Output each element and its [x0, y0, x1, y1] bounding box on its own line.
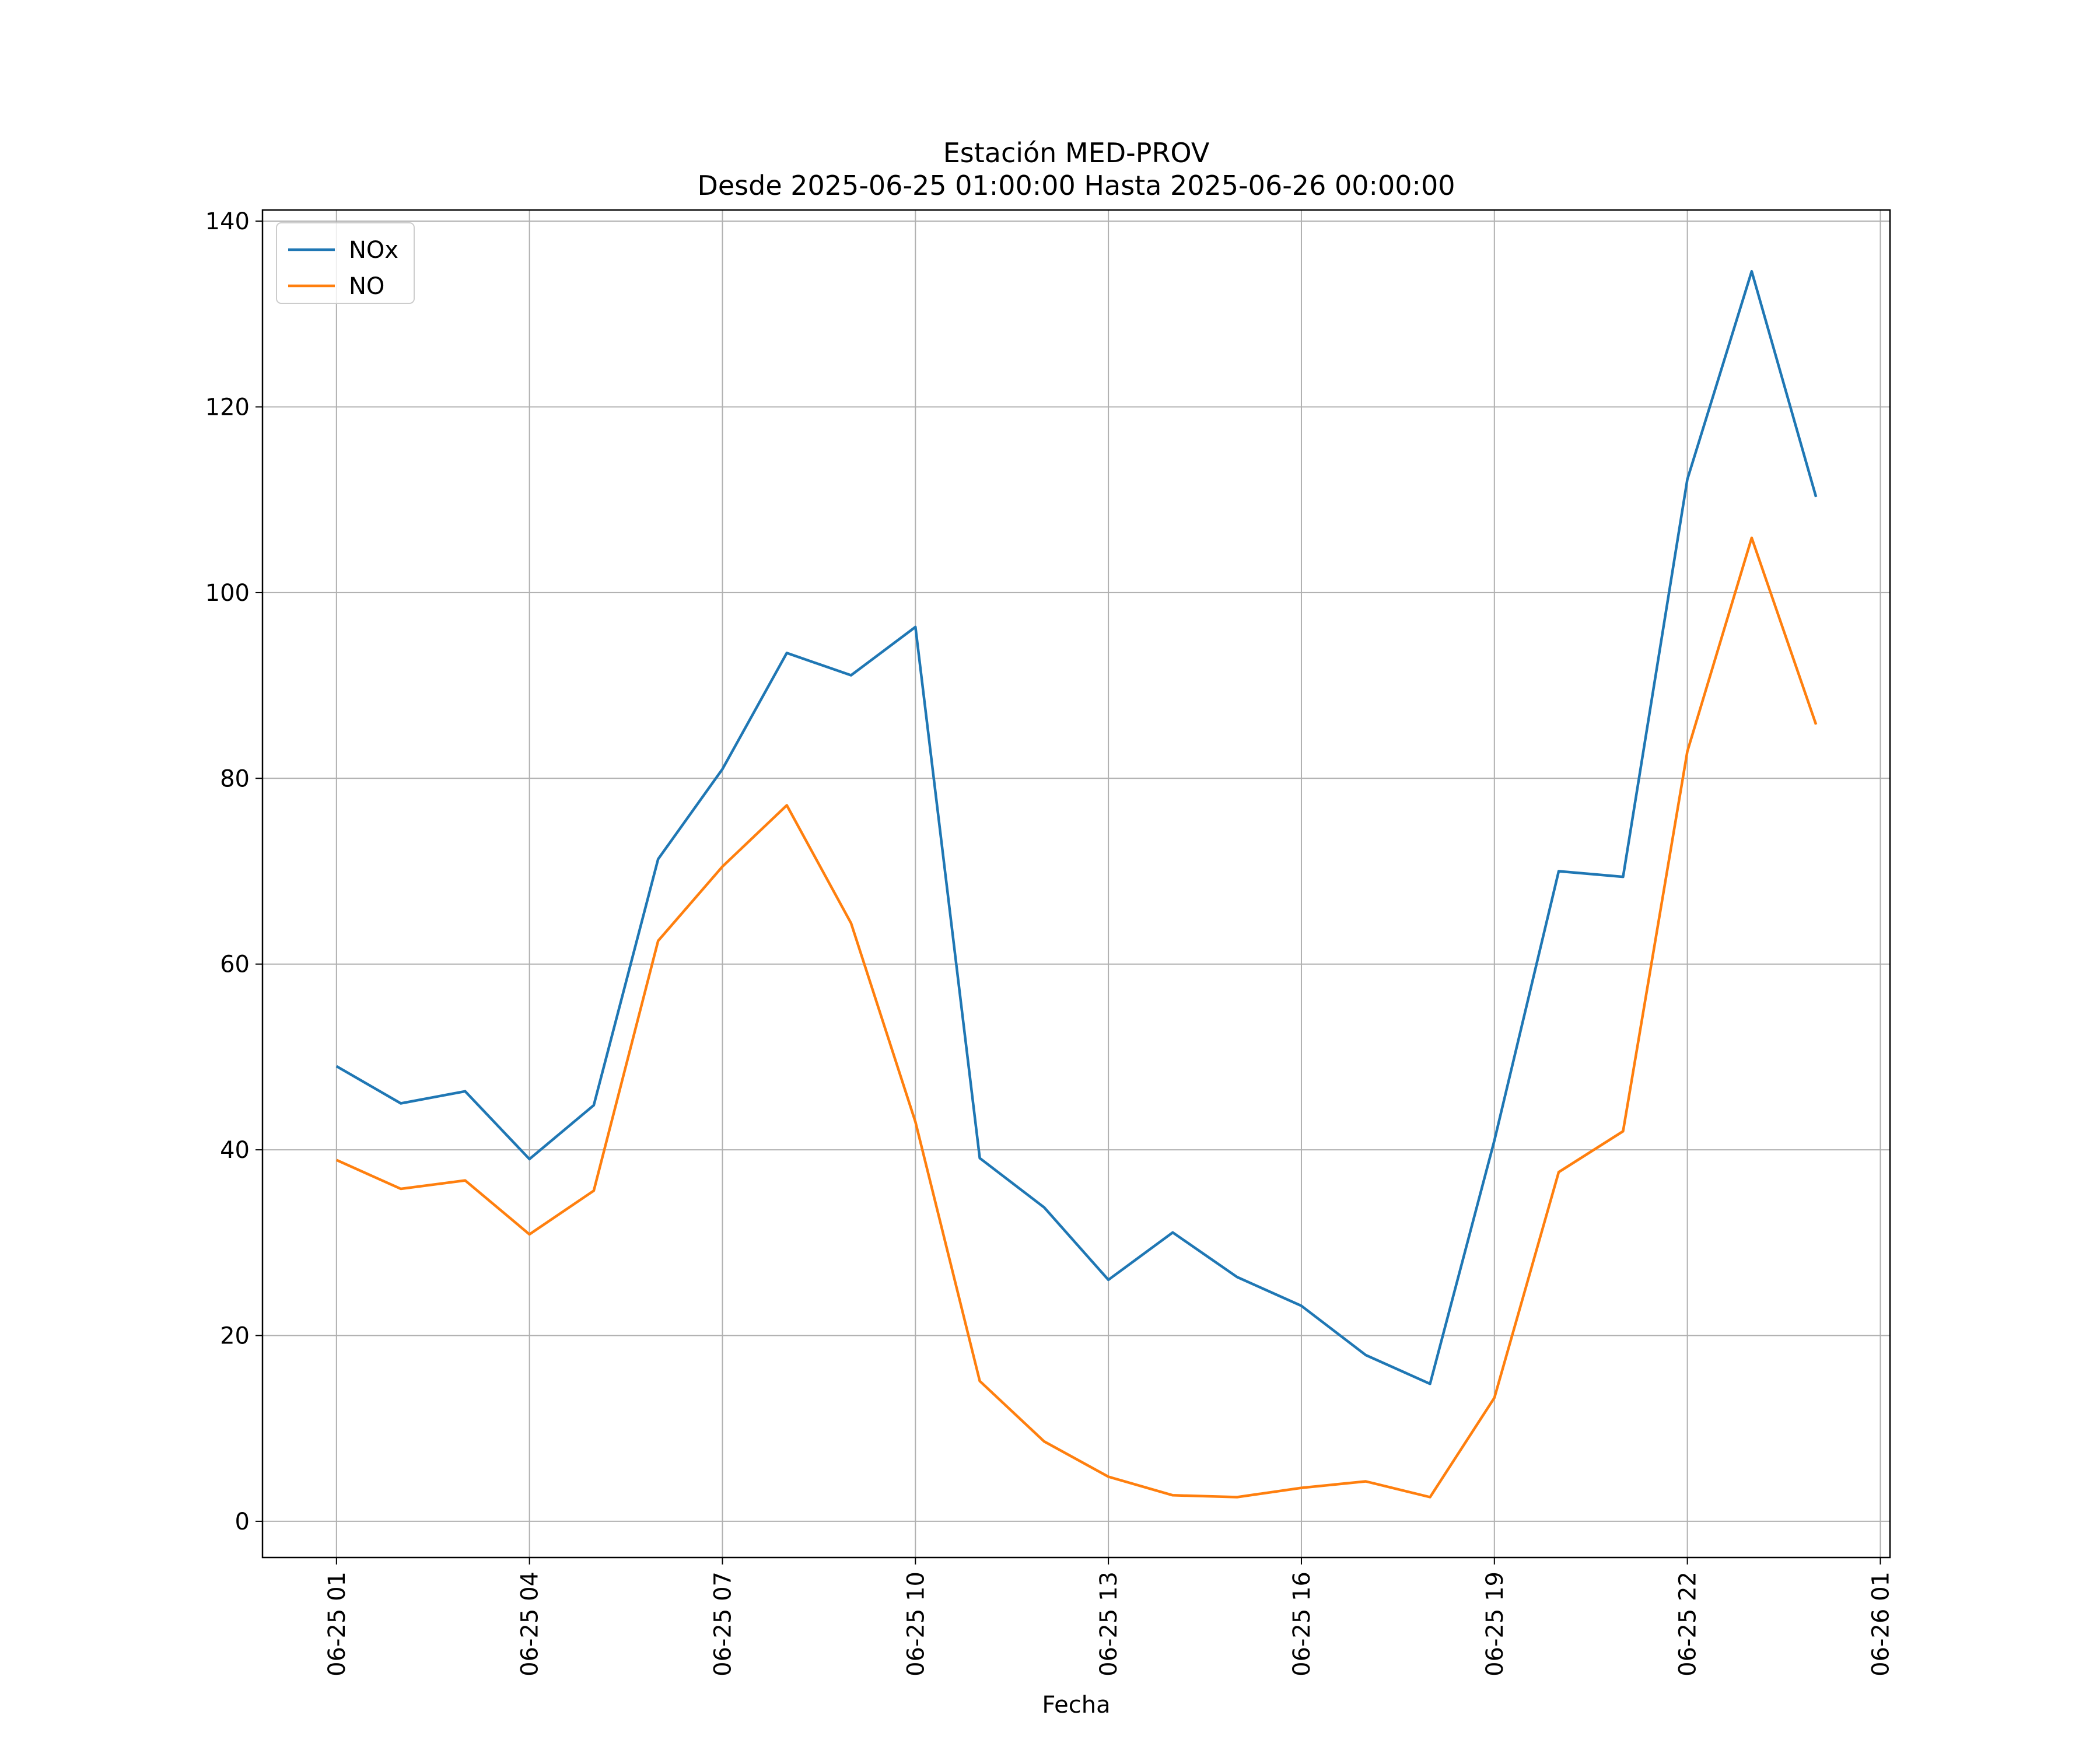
series-line-nox [335, 270, 1818, 1385]
x-tick-label: 06-25 13 [1096, 1572, 1122, 1676]
y-tick-label: 60 [220, 951, 250, 978]
x-tick-label: 06-25 10 [902, 1572, 929, 1676]
x-tick-label: 06-26 01 [1867, 1572, 1894, 1676]
legend-label: NOx [349, 237, 398, 264]
legend: NOx NO [276, 222, 415, 304]
x-axis-label: Fecha [1042, 1692, 1110, 1718]
x-tick-label: 06-25 01 [324, 1572, 351, 1676]
y-tick-label: 40 [220, 1137, 250, 1164]
x-tick-label: 06-25 04 [517, 1572, 544, 1676]
y-tick-label: 20 [220, 1323, 250, 1350]
ticks: 06-25 01 06-25 04 06-25 07 06-25 10 06-25 13… [205, 208, 1895, 1676]
y-tick-label: 80 [220, 765, 250, 792]
x-tick-label: 06-25 22 [1675, 1572, 1702, 1676]
x-tick-label: 06-25 19 [1482, 1572, 1508, 1676]
legend-label: NO [349, 273, 384, 300]
grid [262, 210, 1890, 1558]
y-tick-label: 120 [205, 394, 250, 421]
series-layer [335, 270, 1818, 1499]
legend-box [276, 222, 415, 304]
chart-title: Estación MED-PROV [943, 137, 1210, 169]
chart-subtitle: Desde 2025-06-25 01:00:00 Hasta 2025-06-… [697, 170, 1455, 201]
y-tick-label: 0 [235, 1508, 250, 1535]
plot-frame [261, 209, 1891, 1559]
y-tick-label: 100 [205, 580, 250, 607]
x-tick-label: 06-25 16 [1289, 1572, 1315, 1676]
y-tick-label: 140 [205, 208, 250, 235]
series-line-no [335, 536, 1818, 1499]
x-tick-label: 06-25 07 [709, 1572, 736, 1676]
